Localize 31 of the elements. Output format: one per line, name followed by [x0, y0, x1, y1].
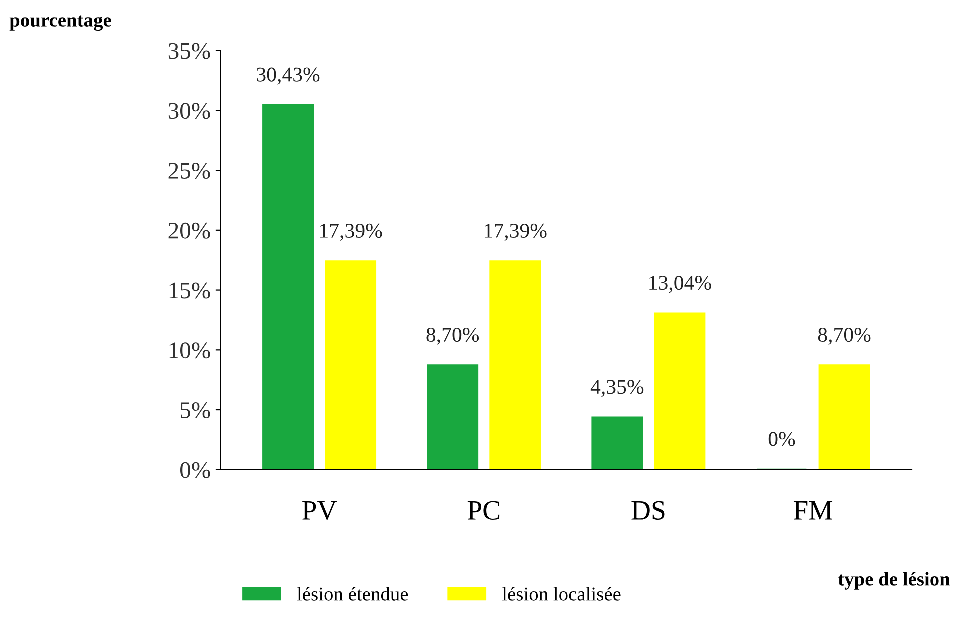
bar: [818, 364, 870, 470]
data-label: 17,39%: [485, 224, 547, 241]
data-label: 4,35%: [590, 380, 644, 398]
bar: [427, 364, 479, 470]
x-tick-label: PC: [468, 501, 500, 520]
bar: [592, 416, 644, 470]
y-tick-label: 20%: [168, 222, 210, 239]
y-tick-label: 30%: [168, 103, 210, 120]
y-tick-label: 15%: [170, 282, 210, 299]
bar: [325, 260, 377, 470]
data-label: 0%: [768, 432, 796, 446]
bar: [490, 260, 542, 470]
y-tick-label: 35%: [168, 43, 210, 60]
data-label: 13,04%: [650, 276, 712, 294]
data-label: 8,70%: [818, 328, 871, 346]
y-axis-title: pourcentage: [10, 16, 112, 32]
x-tick-label: FM: [794, 502, 833, 520]
x-axis-title: type de lésion: [838, 572, 950, 590]
data-label: 8,70%: [426, 328, 480, 346]
y-tick-label: 25%: [168, 163, 210, 180]
x-tick-label: DS: [632, 501, 665, 520]
bar: [654, 312, 706, 470]
data-label: 30,43%: [257, 68, 320, 85]
y-tick-label: 5%: [180, 402, 210, 419]
legend-label: lésion localisée: [502, 587, 621, 601]
y-tick-label: 10%: [170, 342, 210, 359]
x-tick-label: PV: [302, 502, 337, 520]
legend-label: lésion étendue: [297, 587, 408, 601]
y-tick-label: 0%: [180, 462, 210, 478]
data-label: 17,39%: [320, 224, 382, 241]
bar: [262, 104, 314, 470]
